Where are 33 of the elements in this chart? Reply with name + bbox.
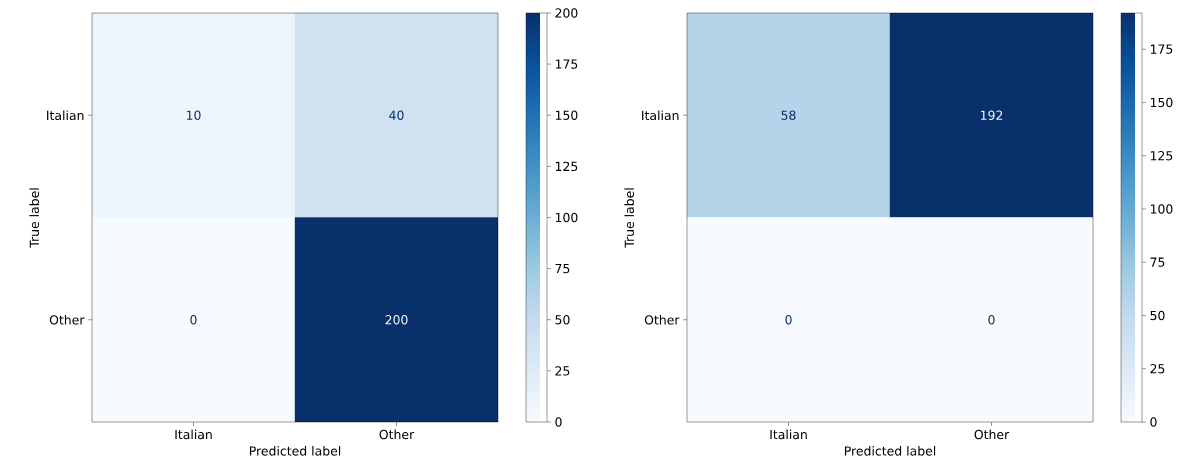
data-label: 0 <box>988 315 995 325</box>
color-bar-label: 125 <box>555 161 578 172</box>
x-tick-label: Italian <box>770 429 807 440</box>
color-bar-label: 25 <box>555 366 570 376</box>
y-axis-title: True label <box>29 188 39 248</box>
color-bar-label: 100 <box>1150 204 1173 214</box>
color-bar-label: 150 <box>555 110 578 120</box>
color-bar-label: 125 <box>1150 151 1173 161</box>
data-label: 200 <box>385 315 408 325</box>
x-tick-label: Other <box>379 429 415 440</box>
color-bar-label: 50 <box>1150 310 1165 321</box>
color-bar-label: 0 <box>555 417 562 427</box>
data-label: 58 <box>781 110 796 120</box>
color-bar-label: 175 <box>555 59 578 69</box>
color-bar-label: 175 <box>1150 44 1173 54</box>
data-label: 192 <box>981 110 1003 120</box>
color-bar-label: 75 <box>555 264 570 274</box>
color-bar-label: 200 <box>555 8 578 18</box>
data-label: 40 <box>389 110 404 120</box>
x-tick-label: Other <box>974 429 1010 440</box>
data-label: 10 <box>186 110 201 120</box>
color-bar-label: 100 <box>555 212 578 223</box>
data-label: 0 <box>785 315 792 325</box>
color-bar-label: 0 <box>1150 417 1157 427</box>
x-axis-title: Predicted label <box>844 446 936 456</box>
x-tick-label: Italian <box>175 429 212 440</box>
x-axis-title: Predicted label <box>249 446 341 456</box>
color-bar-label: 50 <box>555 315 570 325</box>
color-bar-label: 25 <box>1150 364 1165 374</box>
data-label: 0 <box>190 315 197 325</box>
color-bar-label: 150 <box>1150 97 1173 108</box>
color-bar-label: 75 <box>1150 257 1165 267</box>
y-axis-title: True label <box>624 188 635 248</box>
